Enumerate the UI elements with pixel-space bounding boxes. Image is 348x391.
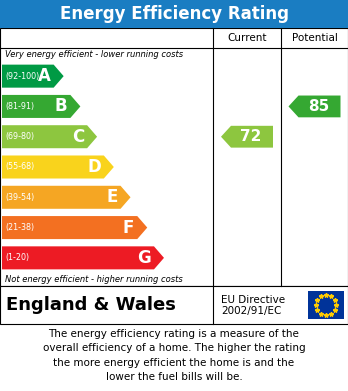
Text: 85: 85 [308, 99, 329, 114]
Polygon shape [2, 156, 114, 179]
Text: F: F [123, 219, 134, 237]
Text: EU Directive: EU Directive [221, 295, 285, 305]
Text: B: B [55, 97, 68, 115]
Text: (1-20): (1-20) [5, 253, 29, 262]
Text: Very energy efficient - lower running costs: Very energy efficient - lower running co… [5, 50, 183, 59]
Bar [308, 291, 344, 319]
Bar [0, 0, 348, 28]
Text: (81-91): (81-91) [5, 102, 34, 111]
Bar [0, 286, 348, 324]
Text: (55-68): (55-68) [5, 163, 34, 172]
Bar [0, 28, 348, 286]
Text: C: C [72, 128, 84, 146]
Text: (39-54): (39-54) [5, 193, 34, 202]
Text: E: E [106, 188, 118, 206]
Text: Potential: Potential [292, 33, 338, 43]
Text: Current: Current [227, 33, 267, 43]
Text: (21-38): (21-38) [5, 223, 34, 232]
Text: The energy efficiency rating is a measure of the
overall efficiency of a home. T: The energy efficiency rating is a measur… [43, 329, 305, 382]
Polygon shape [2, 216, 147, 239]
Text: Not energy efficient - higher running costs: Not energy efficient - higher running co… [5, 275, 183, 284]
Polygon shape [2, 246, 164, 269]
Polygon shape [2, 186, 130, 209]
Polygon shape [2, 125, 97, 148]
Text: England & Wales: England & Wales [6, 296, 176, 314]
Text: (92-100): (92-100) [5, 72, 39, 81]
Polygon shape [2, 95, 80, 118]
Polygon shape [2, 65, 64, 88]
Text: D: D [87, 158, 101, 176]
Text: (69-80): (69-80) [5, 132, 34, 141]
Text: 72: 72 [240, 129, 262, 144]
Polygon shape [288, 95, 340, 117]
Text: G: G [137, 249, 151, 267]
Text: A: A [38, 67, 51, 85]
Text: Energy Efficiency Rating: Energy Efficiency Rating [60, 5, 288, 23]
Polygon shape [221, 126, 273, 148]
Text: 2002/91/EC: 2002/91/EC [221, 306, 282, 316]
